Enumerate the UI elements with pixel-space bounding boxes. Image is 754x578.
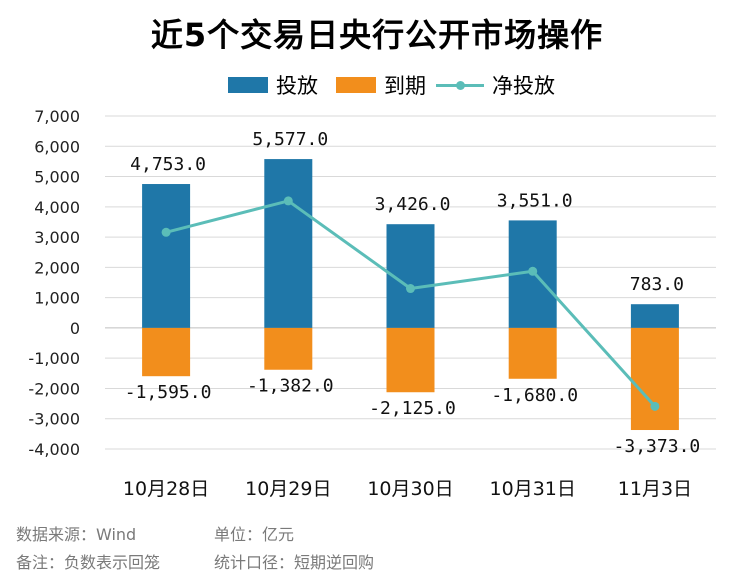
footer-note: 备注：负数表示回笼 [16, 553, 161, 572]
data-label-maturity: -1,595.0 [125, 382, 212, 403]
y-tick-label: -3,000 [28, 410, 80, 429]
point-net [283, 196, 293, 206]
y-tick-label: 2,000 [34, 258, 80, 277]
legend-label-investment: 投放 [276, 74, 318, 98]
bar-maturity [264, 327, 313, 370]
x-tick-label: 10月30日 [367, 478, 453, 500]
x-tick-label: 11月3日 [618, 478, 692, 500]
legend-item-net: 净投放 [436, 70, 555, 100]
bar-maturity [142, 327, 191, 377]
bar-maturity [508, 327, 557, 379]
legend-item-investment: 投放 [228, 70, 318, 100]
y-tick-label: -1,000 [28, 349, 80, 368]
bar-maturity [386, 327, 435, 393]
legend-label-maturity: 到期 [384, 74, 426, 98]
legend: 投放 到期 净投放 [0, 70, 754, 100]
legend-swatch-investment [228, 77, 268, 93]
point-net [406, 284, 415, 294]
data-label-investment: 4,753.0 [130, 154, 206, 175]
y-tick-label: 0 [70, 319, 80, 338]
x-tick-label: 10月31日 [490, 478, 576, 500]
footer-unit: 单位：亿元 [214, 525, 295, 544]
legend-swatch-maturity [336, 77, 376, 93]
footer-source: 数据来源：Wind [16, 525, 137, 544]
y-tick-label: -2,000 [28, 379, 80, 398]
data-label-maturity: -2,125.0 [369, 398, 456, 419]
y-tick-label: 6,000 [34, 137, 80, 156]
data-label-maturity: -3,373.0 [614, 436, 701, 457]
point-net [650, 401, 660, 411]
bar-investment [264, 159, 313, 328]
bar-investment [630, 304, 679, 328]
x-tick-label: 10月28日 [123, 478, 209, 500]
data-label-investment: 5,577.0 [252, 129, 328, 150]
y-tick-label: 7,000 [34, 107, 80, 126]
chart-title: 近5个交易日央行公开市场操作 [150, 16, 604, 54]
data-label-maturity: -1,382.0 [247, 376, 334, 397]
bar-investment [142, 184, 191, 328]
legend-swatch-net [436, 77, 484, 93]
data-label-maturity: -1,680.0 [491, 385, 578, 406]
y-tick-label: 5,000 [34, 168, 80, 187]
y-tick-label: -4,000 [28, 440, 80, 459]
data-label-investment: 783.0 [630, 274, 684, 295]
y-tick-label: 1,000 [34, 289, 80, 308]
footer-scope: 统计口径：短期逆回购 [214, 553, 375, 572]
x-tick-label: 10月29日 [245, 478, 331, 500]
y-tick-label: 4,000 [34, 198, 80, 217]
point-net [528, 266, 538, 276]
data-label-investment: 3,426.0 [375, 194, 451, 215]
legend-label-net: 净投放 [492, 74, 555, 98]
bar-maturity [630, 327, 679, 431]
data-label-investment: 3,551.0 [497, 190, 573, 211]
point-net [161, 227, 171, 237]
legend-item-maturity: 到期 [336, 70, 426, 100]
y-tick-label: 3,000 [34, 228, 80, 247]
